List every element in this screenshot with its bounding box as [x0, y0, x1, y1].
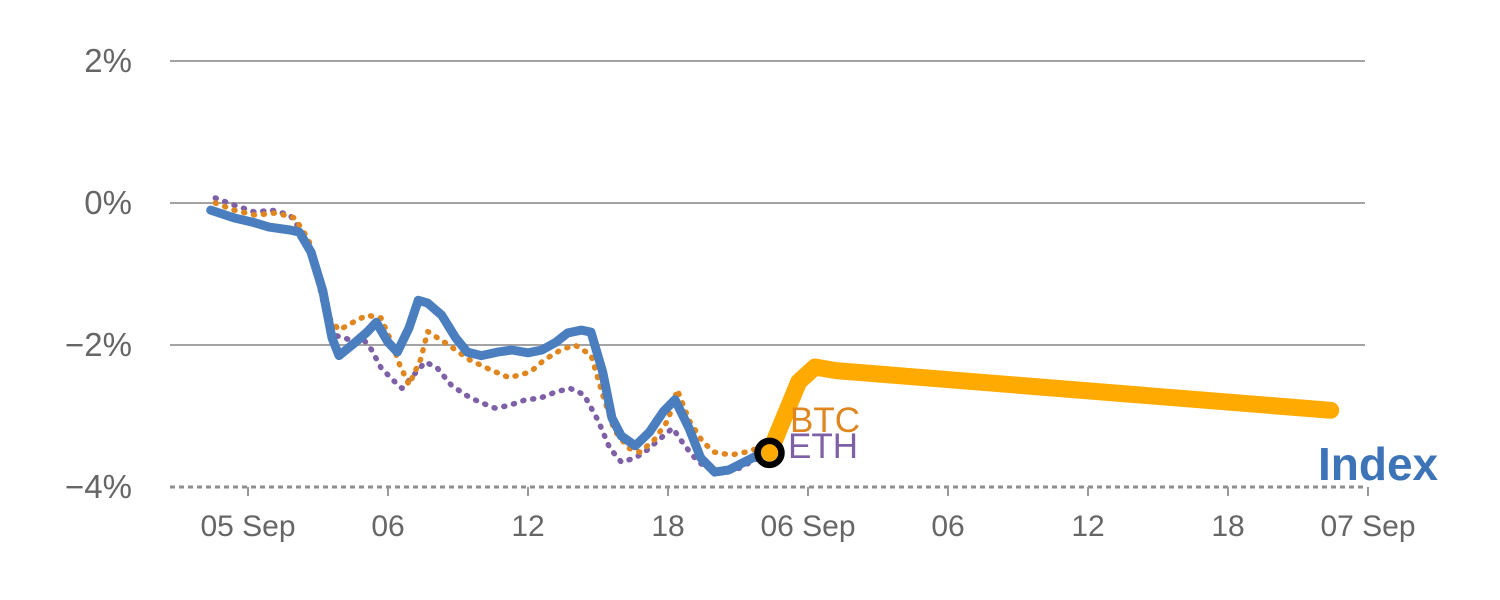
series-btc	[212, 200, 776, 458]
latest-point-marker	[754, 437, 785, 469]
x-axis-label: 18	[1211, 510, 1244, 543]
y-axis-label: −2%	[65, 326, 132, 363]
x-axis-label: 06	[931, 510, 964, 543]
x-axis-label: 18	[651, 510, 684, 543]
btc-series-label: BTC	[790, 401, 860, 440]
x-axis-label: 07 Sep	[1320, 510, 1415, 543]
y-axis-label: 0%	[84, 184, 132, 221]
series-projection	[761, 358, 1340, 462]
index-series-label: Index	[1318, 438, 1439, 490]
x-axis-label: 12	[511, 510, 544, 543]
x-axis-label: 06 Sep	[760, 510, 855, 543]
y-axis-label: −4%	[65, 468, 132, 505]
x-axis-label: 06	[371, 510, 404, 543]
x-axis-label: 12	[1071, 510, 1104, 543]
y-axis-label: 2%	[84, 42, 132, 79]
series-index	[206, 205, 774, 477]
eth-series-label: ETH	[788, 427, 858, 466]
x-axis-label: 05 Sep	[200, 510, 295, 543]
